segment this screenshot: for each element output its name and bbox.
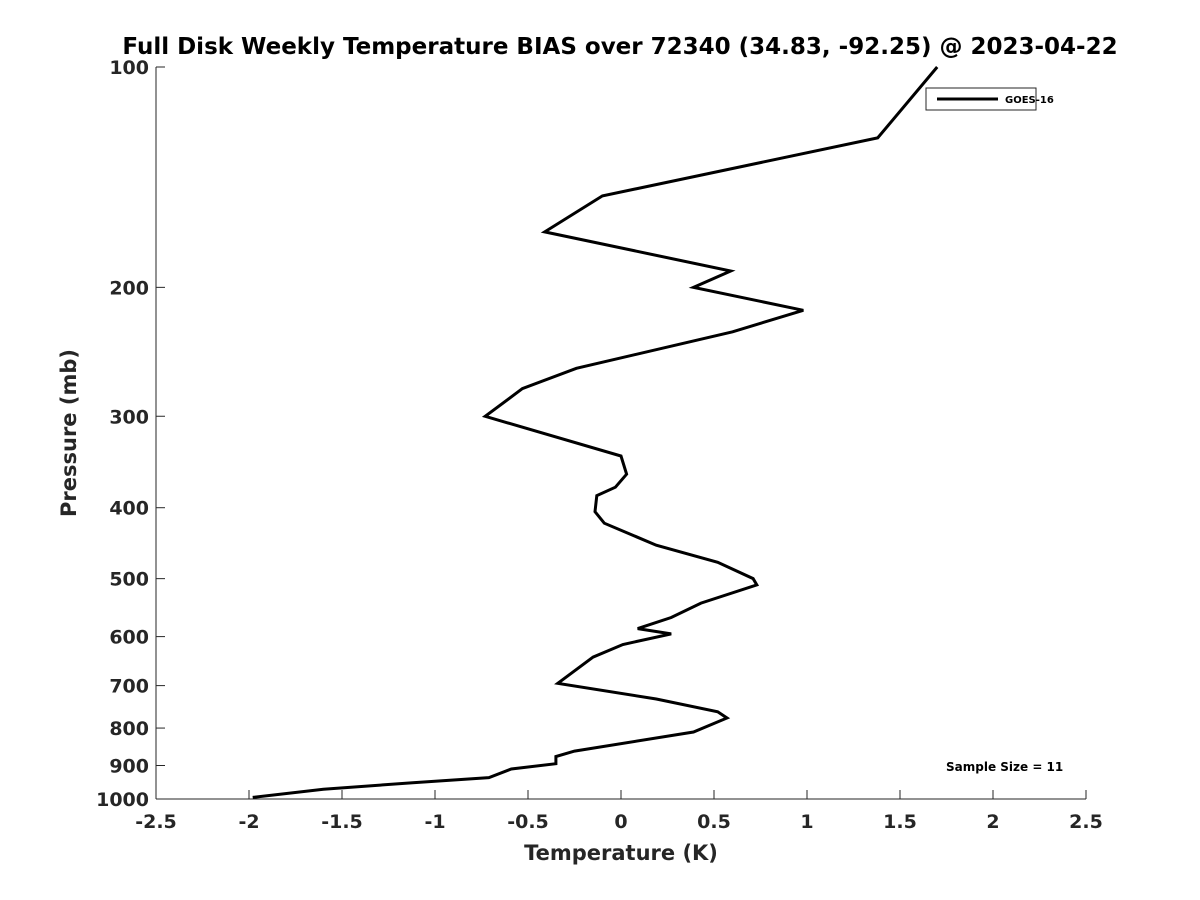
y-tick-label: 500	[109, 569, 149, 591]
y-axis-label: Pressure (mb)	[57, 349, 81, 517]
y-tick-label: 900	[109, 756, 149, 778]
x-tick-label: -2	[238, 811, 259, 833]
x-tick-label: -1.5	[321, 811, 363, 833]
x-tick-label: 0.5	[697, 811, 731, 833]
x-tick-label: 1.5	[883, 811, 917, 833]
sample-size-annotation: Sample Size = 11	[946, 760, 1063, 774]
y-tick-label: 200	[109, 277, 149, 299]
x-tick-label: -0.5	[507, 811, 549, 833]
x-axis-label: Temperature (K)	[524, 841, 718, 865]
chart-title: Full Disk Weekly Temperature BIAS over 7…	[122, 34, 1117, 60]
y-axis: 100 200 300 400 500 600 700 800 900 1000	[96, 57, 165, 811]
x-tick-label: 1	[800, 811, 813, 833]
plot-area	[156, 67, 1086, 799]
series-layer	[252, 66, 939, 799]
x-tick-label: -2.5	[135, 811, 177, 833]
x-tick-label: 2	[986, 811, 999, 833]
series-line-goes-16	[252, 66, 939, 799]
x-axis: -2.5 -2 -1.5 -1 -0.5 0 0.5 1 1.5 2 2.5	[135, 790, 1103, 833]
y-tick-label: 700	[109, 676, 149, 698]
y-tick-label: 800	[109, 718, 149, 740]
y-tick-label: 400	[109, 498, 149, 520]
y-tick-label: 1000	[96, 789, 149, 811]
y-tick-label: 300	[109, 406, 149, 428]
x-tick-label: 0	[614, 811, 627, 833]
y-tick-label: 600	[109, 627, 149, 649]
x-tick-label: -1	[424, 811, 445, 833]
x-tick-label: 2.5	[1069, 811, 1103, 833]
legend-label-goes16: GOES-16	[1005, 95, 1054, 106]
y-tick-label: 100	[109, 57, 149, 79]
legend: GOES-16	[925, 87, 1054, 111]
